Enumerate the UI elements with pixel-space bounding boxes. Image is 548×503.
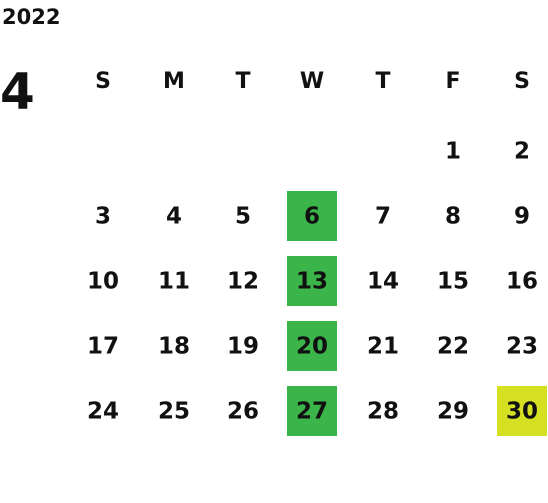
day-number: 1	[445, 139, 461, 165]
day-number: 13	[296, 269, 328, 295]
day-number: 29	[437, 399, 469, 425]
day-number: 10	[87, 269, 119, 295]
day-number: 24	[87, 399, 119, 425]
day-number: 19	[227, 334, 259, 360]
weekday-label: S	[95, 69, 111, 94]
weekday-label: M	[163, 69, 185, 94]
day-number: 9	[514, 204, 530, 230]
month: 4	[0, 63, 35, 121]
weekday-label: W	[300, 69, 324, 94]
weekday-label: T	[235, 69, 250, 94]
day-number: 7	[375, 204, 391, 230]
day-number: 12	[227, 269, 259, 295]
weekday-label: S	[514, 69, 530, 94]
weekday-label: T	[375, 69, 390, 94]
year: 2022	[2, 5, 60, 29]
day-number: 30	[506, 399, 538, 425]
day-number: 26	[227, 399, 259, 425]
day-number: 4	[166, 204, 182, 230]
day-number: 21	[367, 334, 399, 360]
day-number: 18	[158, 334, 190, 360]
day-number: 17	[87, 334, 119, 360]
day-number: 2	[514, 139, 530, 165]
day-number: 5	[235, 204, 251, 230]
day-number: 20	[296, 334, 328, 360]
day-number: 6	[304, 204, 320, 230]
day-number: 16	[506, 269, 538, 295]
day-highlight	[287, 386, 337, 436]
day-number: 14	[367, 269, 399, 295]
weekday-label: F	[445, 69, 460, 94]
day-number: 27	[296, 399, 328, 425]
day-highlight	[287, 321, 337, 371]
day-number: 25	[158, 399, 190, 425]
day-number: 22	[437, 334, 469, 360]
day-number: 11	[158, 269, 190, 295]
day-number: 23	[506, 334, 538, 360]
day-number: 15	[437, 269, 469, 295]
day-number: 8	[445, 204, 461, 230]
day-highlight	[497, 386, 547, 436]
day-number: 3	[95, 204, 111, 230]
day-highlight	[287, 256, 337, 306]
day-number: 28	[367, 399, 399, 425]
day-highlight	[287, 191, 337, 241]
